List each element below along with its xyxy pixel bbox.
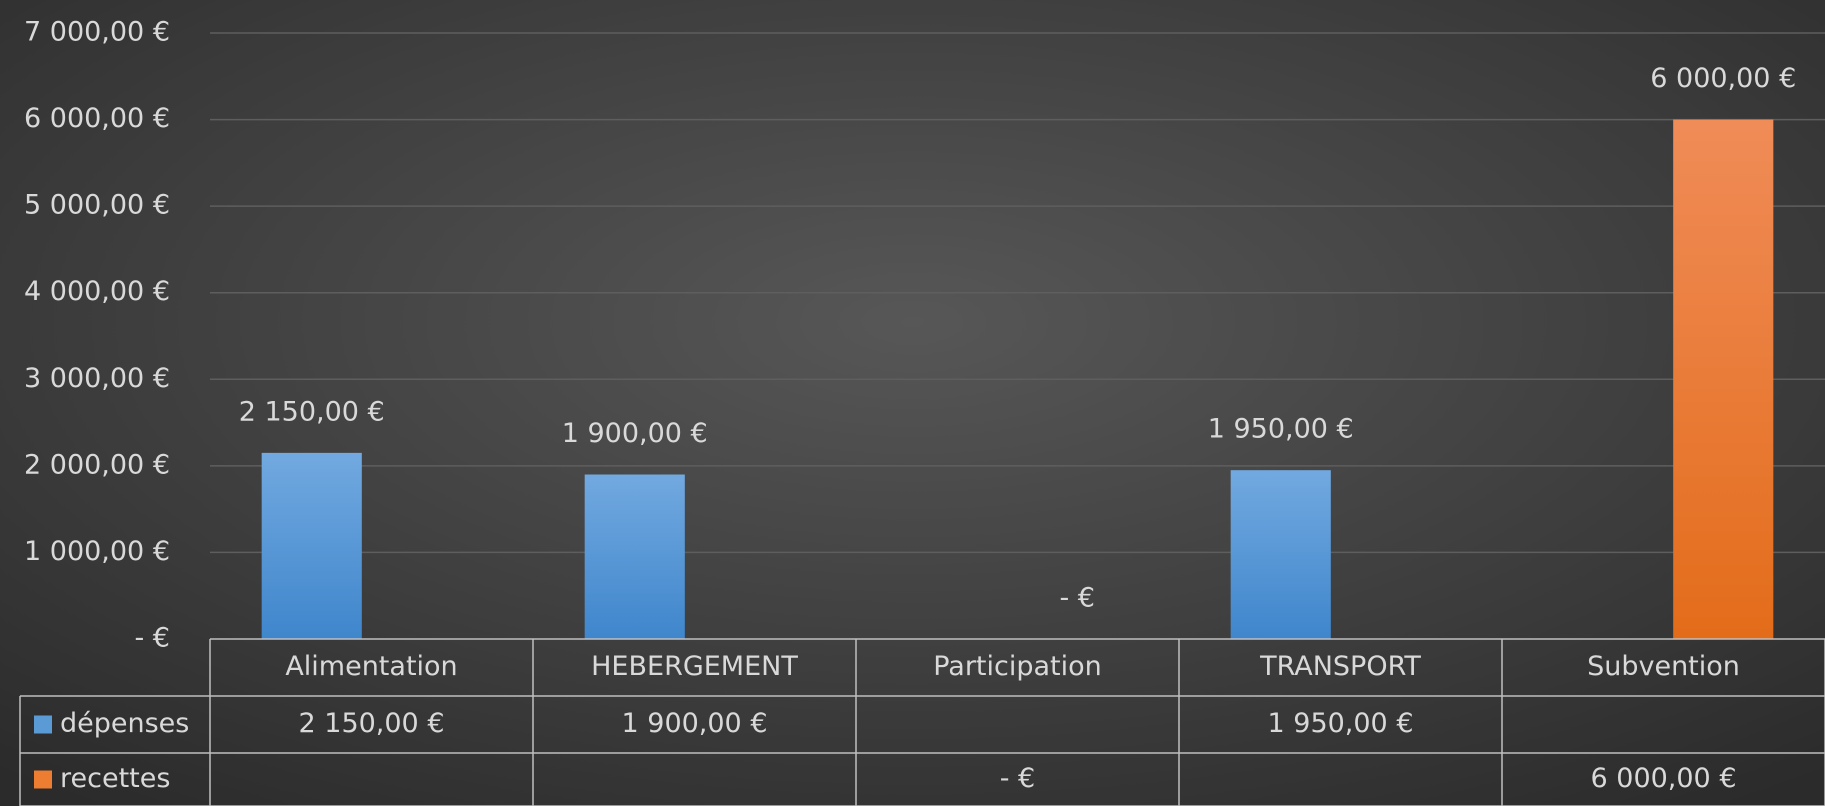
table-cell: - € [1000,763,1036,794]
y-tick-label: 4 000,00 € [24,276,170,307]
legend-key [34,715,52,734]
y-tick-label: 3 000,00 € [24,363,170,394]
table-cell: 1 900,00 € [622,708,768,739]
y-tick-label: - € [134,623,170,654]
data-label: - € [1059,583,1095,614]
x-tick-label: Subvention [1587,651,1740,682]
y-tick-label: 7 000,00 € [24,17,170,48]
y-tick-label: 5 000,00 € [24,190,170,221]
bar [1673,119,1774,640]
x-tick-label: Alimentation [285,651,457,682]
data-label: 1 950,00 € [1208,414,1354,445]
table-cell: 2 150,00 € [299,708,445,739]
legend-label: dépenses [60,708,189,739]
bar [261,452,362,639]
legend-key [34,770,52,789]
y-tick-label: 2 000,00 € [24,449,170,480]
bar [584,474,685,639]
data-label: 2 150,00 € [239,396,385,427]
data-label: 1 900,00 € [562,418,708,449]
x-tick-label: TRANSPORT [1259,651,1421,682]
x-tick-label: Participation [933,651,1102,682]
data-label: 6 000,00 € [1650,63,1796,94]
table-cell: 6 000,00 € [1591,763,1737,794]
table-cell: 1 950,00 € [1268,708,1414,739]
bar [1230,470,1331,639]
y-tick-label: 6 000,00 € [24,103,170,134]
y-tick-label: 1 000,00 € [24,536,170,567]
x-tick-label: HEBERGEMENT [591,651,798,682]
legend-label: recettes [60,763,170,794]
